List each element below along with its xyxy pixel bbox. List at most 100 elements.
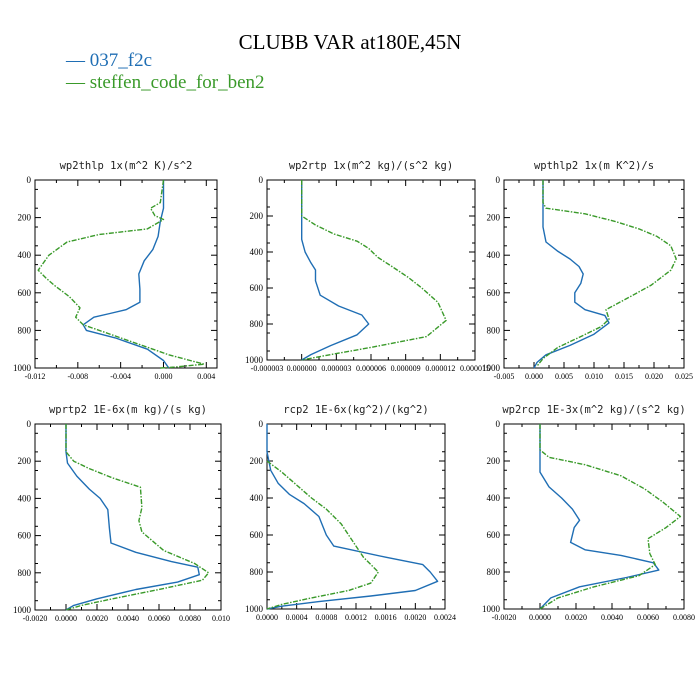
- x-tick-label: -0.0020: [23, 614, 48, 623]
- x-tick-label: 0.000015: [460, 364, 490, 373]
- series-line-037-f2c: [65, 424, 201, 611]
- series-line-steffen-code-for-ben2: [539, 424, 682, 610]
- x-tick-label: 0.010: [585, 372, 603, 381]
- x-tick-label: -0.000003: [251, 364, 284, 373]
- x-tick-label: -0.004: [110, 372, 131, 381]
- x-tick-label: 0.0012: [345, 613, 367, 622]
- series-line-steffen-code-for-ben2: [536, 180, 677, 367]
- y-tick-label: 600: [250, 283, 264, 293]
- legend-entry: — steffen_code_for_ben2: [66, 72, 265, 93]
- y-tick-label: 600: [487, 530, 501, 540]
- x-tick-label: 0.0060: [637, 613, 659, 622]
- series-line-037-f2c: [533, 180, 610, 369]
- x-tick-label: 0.000009: [391, 364, 421, 373]
- y-tick-label: 1000: [245, 604, 264, 614]
- panel-title: wp2rcp 1E-3x(m^2 kg)/(s^2 kg): [502, 404, 685, 416]
- legend-entry: — 037_f2c: [66, 50, 153, 71]
- x-tick-label: 0.0080: [179, 614, 201, 623]
- series-line-steffen-code-for-ben2: [65, 424, 210, 611]
- plot-frame: [266, 179, 476, 361]
- y-tick-label: 200: [18, 456, 32, 466]
- x-tick-label: 0.020: [645, 372, 663, 381]
- x-tick-label: 0.0080: [673, 613, 695, 622]
- panel-title: wp2thlp 1x(m^2 K)/s^2: [60, 160, 193, 172]
- series-line-steffen-code-for-ben2: [301, 180, 447, 361]
- figure-title: CLUBB VAR at180E,45N: [238, 30, 462, 54]
- plot-frame: [503, 423, 685, 610]
- panel-title: wprtp2 1E-6x(m kg)/(s kg): [49, 404, 207, 416]
- x-tick-label: -0.005: [494, 372, 515, 381]
- y-tick-label: 400: [487, 250, 501, 260]
- x-tick-label: 0.0004: [286, 613, 308, 622]
- y-tick-label: 600: [18, 288, 32, 298]
- y-tick-label: 400: [250, 493, 264, 503]
- x-tick-label: 0.000003: [321, 364, 351, 373]
- y-tick-label: 800: [18, 325, 32, 335]
- plot-frame: [34, 179, 218, 369]
- x-tick-label: 0.010: [212, 614, 230, 623]
- series-line-steffen-code-for-ben2: [37, 179, 205, 369]
- y-tick-label: 1000: [13, 605, 32, 615]
- x-tick-label: 0.0040: [117, 614, 139, 623]
- y-tick-label: 0: [259, 175, 264, 185]
- y-tick-label: 1000: [13, 363, 32, 373]
- y-tick-label: 800: [250, 567, 264, 577]
- x-tick-label: 0.0060: [148, 614, 170, 623]
- series-line-037-f2c: [301, 180, 370, 361]
- plot-frame: [503, 179, 685, 369]
- y-tick-label: 200: [250, 211, 264, 221]
- x-tick-label: 0.000: [525, 372, 543, 381]
- x-tick-label: -0.012: [25, 372, 46, 381]
- y-tick-label: 0: [259, 419, 264, 429]
- y-tick-label: 0: [496, 175, 501, 185]
- y-tick-label: 600: [250, 530, 264, 540]
- panel-title: wpthlp2 1x(m K^2)/s: [534, 160, 654, 172]
- y-tick-label: 400: [487, 493, 501, 503]
- series-line-steffen-code-for-ben2: [266, 460, 379, 610]
- x-tick-label: 0.005: [555, 372, 573, 381]
- y-tick-label: 200: [18, 213, 32, 223]
- x-tick-label: 0.000006: [356, 364, 386, 373]
- plot-frame: [34, 423, 222, 611]
- y-tick-label: 800: [250, 319, 264, 329]
- y-tick-label: 800: [18, 568, 32, 578]
- y-tick-label: 400: [250, 247, 264, 257]
- y-tick-label: 1000: [482, 363, 501, 373]
- y-tick-label: 600: [18, 531, 32, 541]
- y-tick-label: 0: [27, 419, 32, 429]
- x-tick-label: 0.0040: [601, 613, 623, 622]
- y-tick-label: 800: [487, 567, 501, 577]
- x-tick-label: 0.025: [675, 372, 693, 381]
- y-tick-label: 600: [487, 288, 501, 298]
- y-tick-label: 0: [496, 419, 501, 429]
- x-tick-label: 0.0024: [434, 613, 456, 622]
- y-tick-label: 1000: [482, 604, 501, 614]
- x-tick-label: 0.0020: [86, 614, 108, 623]
- y-tick-label: 400: [18, 250, 32, 260]
- x-tick-label: 0.000012: [425, 364, 455, 373]
- series-line-037-f2c: [82, 180, 170, 369]
- y-tick-label: 200: [487, 213, 501, 223]
- x-tick-label: 0.0000: [256, 613, 278, 622]
- y-tick-label: 1000: [245, 355, 264, 365]
- y-tick-label: 400: [18, 493, 32, 503]
- x-tick-label: 0.015: [615, 372, 633, 381]
- x-tick-label: 0.0000: [529, 613, 551, 622]
- plot-frame: [266, 423, 446, 610]
- series-line-037-f2c: [266, 424, 439, 610]
- x-tick-label: 0.0020: [565, 613, 587, 622]
- x-tick-label: 0.0000: [55, 614, 77, 623]
- y-tick-label: 200: [487, 456, 501, 466]
- series-line-037-f2c: [539, 424, 660, 610]
- x-tick-label: 0.0020: [404, 613, 426, 622]
- x-tick-label: -0.008: [67, 372, 88, 381]
- x-tick-label: -0.0020: [492, 613, 517, 622]
- panel-title: wp2rtp 1x(m^2 kg)/(s^2 kg): [289, 160, 453, 172]
- y-tick-label: 0: [27, 175, 32, 185]
- y-tick-label: 200: [250, 456, 264, 466]
- panel-title: rcp2 1E-6x(kg^2)/(kg^2): [283, 404, 428, 416]
- x-tick-label: 0.000000: [287, 364, 317, 373]
- x-tick-label: 0.000: [154, 372, 172, 381]
- y-tick-label: 800: [487, 325, 501, 335]
